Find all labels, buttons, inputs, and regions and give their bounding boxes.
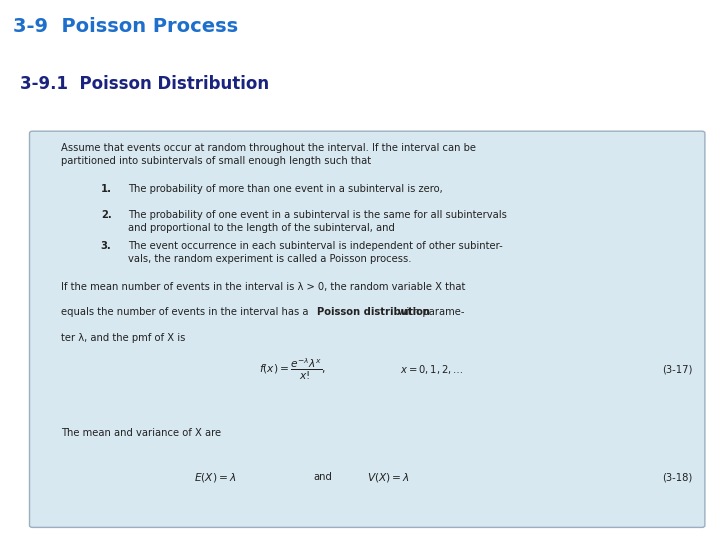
Text: Poisson distribution: Poisson distribution [317, 307, 430, 318]
Text: Assume that events occur at random throughout the interval. If the interval can : Assume that events occur at random throu… [61, 143, 476, 166]
Text: 1.: 1. [101, 184, 112, 194]
Text: ter λ, and the pmf of X is: ter λ, and the pmf of X is [61, 333, 186, 343]
Text: (3-18): (3-18) [662, 472, 693, 482]
Text: $f(x) = \dfrac{e^{-\lambda}\lambda^{x}}{x!},$: $f(x) = \dfrac{e^{-\lambda}\lambda^{x}}{… [259, 357, 326, 382]
Text: The probability of more than one event in a subinterval is zero,: The probability of more than one event i… [128, 184, 443, 194]
Text: equals the number of events in the interval has a: equals the number of events in the inter… [61, 307, 312, 318]
Text: If the mean number of events in the interval is λ > 0, the random variable X tha: If the mean number of events in the inte… [61, 282, 466, 292]
Text: The mean and variance of X are: The mean and variance of X are [61, 428, 221, 437]
Text: $E(X) = \lambda$: $E(X) = \lambda$ [194, 470, 237, 483]
Text: 3-9  Poisson Process: 3-9 Poisson Process [13, 17, 238, 36]
Text: 3.: 3. [101, 241, 112, 251]
Text: and: and [313, 472, 332, 482]
Text: The event occurrence in each subinterval is independent of other subinter-
vals,: The event occurrence in each subinterval… [128, 241, 503, 264]
Text: $x = 0, 1, 2, \ldots$: $x = 0, 1, 2, \ldots$ [400, 363, 464, 376]
Text: (3-17): (3-17) [662, 364, 693, 375]
Text: with parame-: with parame- [395, 307, 464, 318]
FancyBboxPatch shape [30, 131, 705, 528]
Text: $V(X) = \lambda$: $V(X) = \lambda$ [367, 470, 410, 483]
Text: 3-9.1  Poisson Distribution: 3-9.1 Poisson Distribution [20, 75, 269, 93]
Text: The probability of one event in a subinterval is the same for all subintervals
a: The probability of one event in a subint… [128, 210, 507, 233]
Text: 2.: 2. [101, 210, 112, 220]
